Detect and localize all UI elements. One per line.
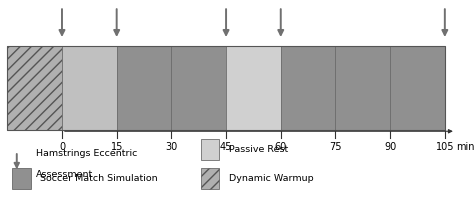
- Text: 90: 90: [384, 142, 396, 152]
- Bar: [281, 46, 336, 130]
- Text: 105: 105: [436, 142, 454, 152]
- Text: 75: 75: [329, 142, 342, 152]
- Bar: [390, 46, 445, 130]
- Bar: [172, 46, 226, 130]
- Bar: [201, 139, 219, 160]
- Text: Hamstrings Eccentric: Hamstrings Eccentric: [36, 149, 137, 158]
- Bar: [7, 46, 445, 130]
- Text: 15: 15: [110, 142, 123, 152]
- Text: 60: 60: [274, 142, 287, 152]
- Bar: [117, 46, 172, 130]
- Text: 30: 30: [165, 142, 177, 152]
- Bar: [226, 46, 281, 130]
- Text: 45: 45: [220, 142, 232, 152]
- Bar: [7, 46, 62, 130]
- Text: min: min: [456, 142, 474, 152]
- Bar: [12, 168, 31, 189]
- Bar: [201, 168, 219, 189]
- Bar: [336, 46, 390, 130]
- Text: Dynamic Warmup: Dynamic Warmup: [229, 174, 314, 183]
- Bar: [62, 46, 117, 130]
- Text: Soccer Match Simulation: Soccer Match Simulation: [40, 174, 158, 183]
- Text: Passive Rest: Passive Rest: [229, 145, 288, 154]
- Text: 0: 0: [59, 142, 65, 152]
- Text: Assessment: Assessment: [36, 170, 93, 179]
